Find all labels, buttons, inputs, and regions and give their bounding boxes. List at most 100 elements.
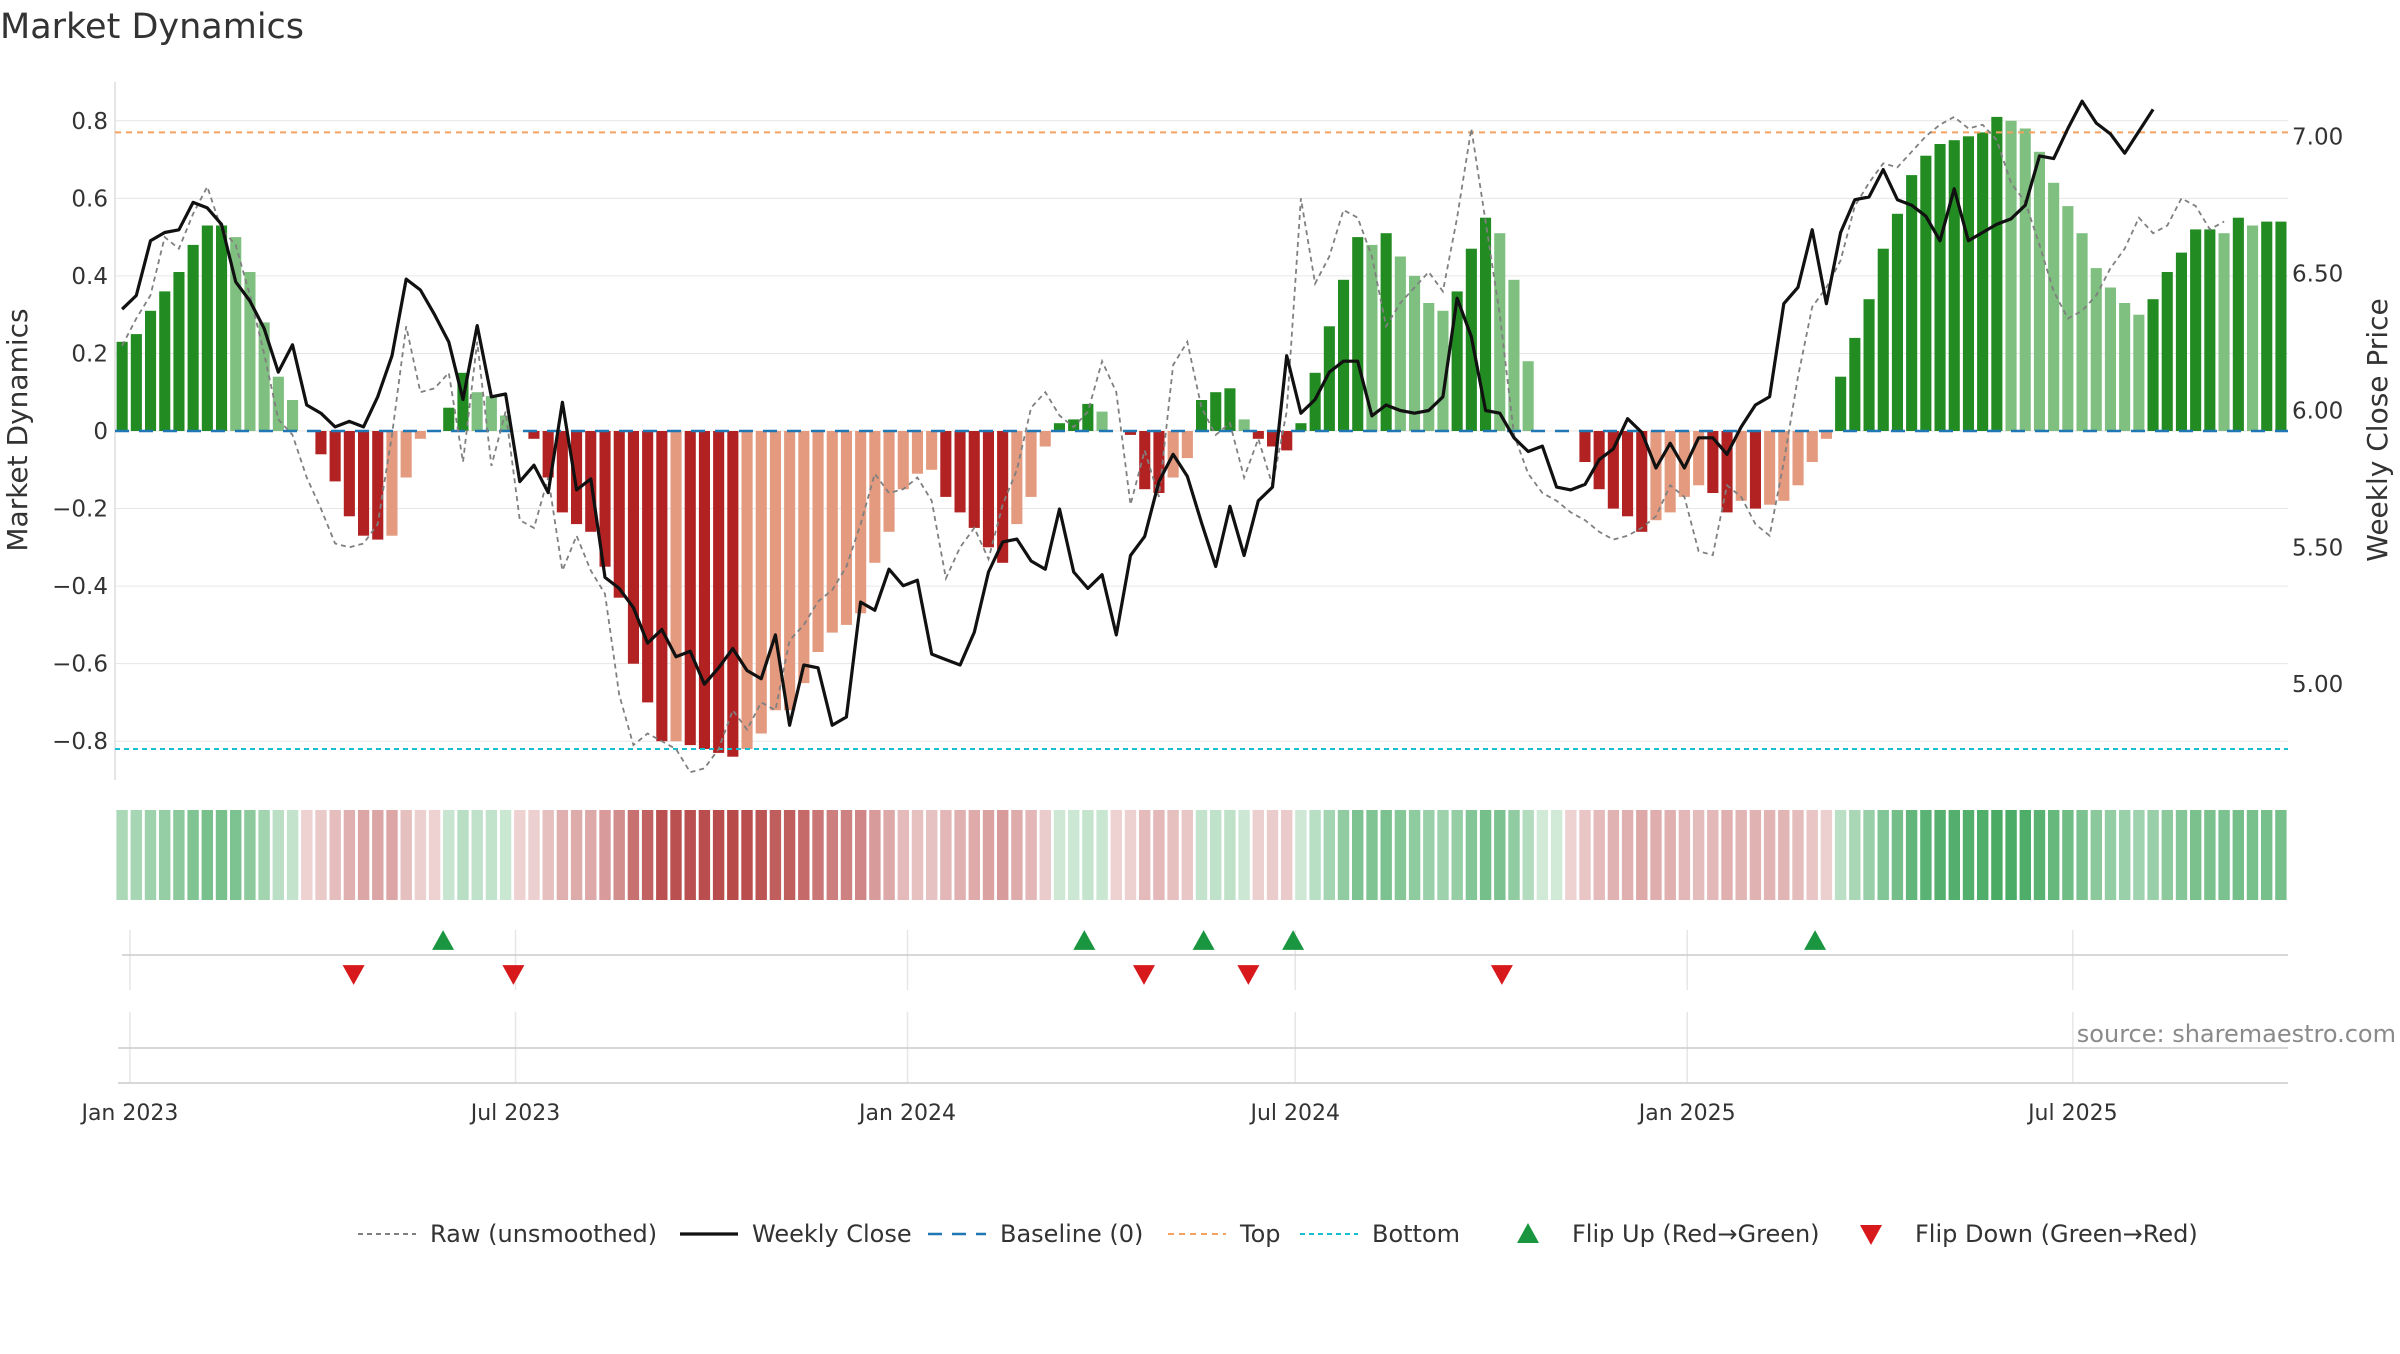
momentum-bar xyxy=(1380,233,1392,431)
momentum-bar xyxy=(1039,431,1051,447)
momentum-bar xyxy=(982,431,994,548)
momentum-bar xyxy=(287,400,299,431)
momentum-bar xyxy=(2076,233,2088,431)
x-tick-label: Jul 2023 xyxy=(469,1101,561,1126)
momentum-bar xyxy=(627,431,639,664)
momentum-bar xyxy=(613,431,625,598)
momentum-bar xyxy=(443,407,455,431)
regime-cell xyxy=(712,810,725,900)
source-label: source: sharemaestro.com xyxy=(2077,1020,2396,1048)
regime-cell xyxy=(2275,810,2287,900)
y2-tick-label: 5.50 xyxy=(2292,535,2343,561)
regime-cell xyxy=(471,810,483,900)
y2-axis-label: Weekly Close Price xyxy=(2361,298,2394,561)
momentum-bar xyxy=(1153,431,1165,493)
raw-line xyxy=(121,115,2225,774)
regime-cell xyxy=(1295,810,1307,900)
momentum-bar xyxy=(1053,423,1065,431)
momentum-bar xyxy=(258,322,270,431)
legend-item: Bottom xyxy=(1300,1220,1460,1248)
momentum-bar xyxy=(1437,310,1449,431)
flip-down-marker xyxy=(1490,965,1513,985)
momentum-bar xyxy=(1295,423,1307,431)
x-tick-label: Jan 2023 xyxy=(79,1101,178,1126)
regime-cell xyxy=(997,810,1009,900)
regime-cell xyxy=(514,810,526,900)
momentum-bar xyxy=(1749,431,1761,509)
momentum-bar xyxy=(1948,140,1960,431)
regime-cell xyxy=(201,810,213,900)
regime-cell xyxy=(2232,810,2244,900)
regime-cell xyxy=(1224,810,1236,900)
regime-cell xyxy=(741,810,753,900)
momentum-bar xyxy=(1792,431,1804,486)
momentum-bars xyxy=(116,116,2287,757)
flip-down-marker xyxy=(1237,965,1260,985)
regime-cell xyxy=(215,810,228,900)
regime-cell xyxy=(1536,810,1549,900)
momentum-bar xyxy=(2204,229,2216,431)
regime-cell xyxy=(2048,810,2060,900)
momentum-bar xyxy=(1139,431,1151,490)
momentum-bar xyxy=(1934,144,1946,431)
momentum-bar xyxy=(1607,431,1619,509)
momentum-bar xyxy=(713,431,725,753)
y-tick-label: 0 xyxy=(93,419,108,445)
regime-cell xyxy=(670,810,682,900)
regime-cell xyxy=(585,810,597,900)
regime-cell xyxy=(230,810,242,900)
regime-cell xyxy=(869,810,881,900)
momentum-bar xyxy=(571,431,583,525)
momentum-bar xyxy=(1678,431,1690,497)
regime-cell xyxy=(1621,810,1634,900)
regime-cell xyxy=(1806,810,1818,900)
regime-strip xyxy=(116,810,2287,900)
momentum-bar xyxy=(1423,303,1435,431)
flip-down-marker xyxy=(1132,965,1155,985)
momentum-bar xyxy=(656,431,668,742)
regime-cell xyxy=(2190,810,2202,900)
regime-cell xyxy=(911,810,924,900)
regime-cell xyxy=(1153,810,1165,900)
flip-up-marker xyxy=(1192,930,1215,950)
momentum-bar xyxy=(968,431,980,528)
regime-cell xyxy=(2147,810,2159,900)
regime-cell xyxy=(1195,810,1208,900)
legend-label: Weekly Close xyxy=(752,1220,912,1248)
momentum-bar xyxy=(812,431,824,652)
momentum-bar xyxy=(500,415,512,431)
momentum-bar xyxy=(329,431,341,482)
momentum-bar xyxy=(1522,361,1534,431)
momentum-bar xyxy=(1735,431,1747,501)
momentum-bar xyxy=(1508,279,1520,431)
momentum-bar xyxy=(769,431,781,711)
momentum-bar xyxy=(883,431,895,532)
momentum-bar xyxy=(1906,175,1918,431)
regime-cell xyxy=(1025,810,1037,900)
momentum-bar xyxy=(1664,431,1676,513)
regime-cell xyxy=(2019,810,2031,900)
momentum-bar xyxy=(272,376,284,431)
regime-cell xyxy=(855,810,867,900)
momentum-bar xyxy=(599,431,611,567)
regime-cell xyxy=(1692,810,1705,900)
regime-cell xyxy=(272,810,284,900)
momentum-bar xyxy=(471,392,483,431)
regime-cell xyxy=(457,810,469,900)
momentum-bar xyxy=(1124,431,1136,435)
y2-tick-label: 6.50 xyxy=(2292,262,2343,288)
momentum-bar xyxy=(244,272,256,431)
regime-cell xyxy=(1636,810,1648,900)
momentum-bar xyxy=(698,431,710,749)
momentum-bar xyxy=(2048,182,2060,431)
regime-cell xyxy=(2104,810,2117,900)
momentum-bar xyxy=(2147,299,2159,431)
regime-cell xyxy=(1650,810,1662,900)
regime-cell xyxy=(159,810,171,900)
regime-cell xyxy=(1920,810,1932,900)
flip-up-marker xyxy=(1073,930,1096,950)
momentum-bar xyxy=(826,431,838,633)
regime-cell xyxy=(1039,810,1051,900)
y-tick-label: 0.6 xyxy=(71,186,108,212)
regime-cell xyxy=(244,810,256,900)
